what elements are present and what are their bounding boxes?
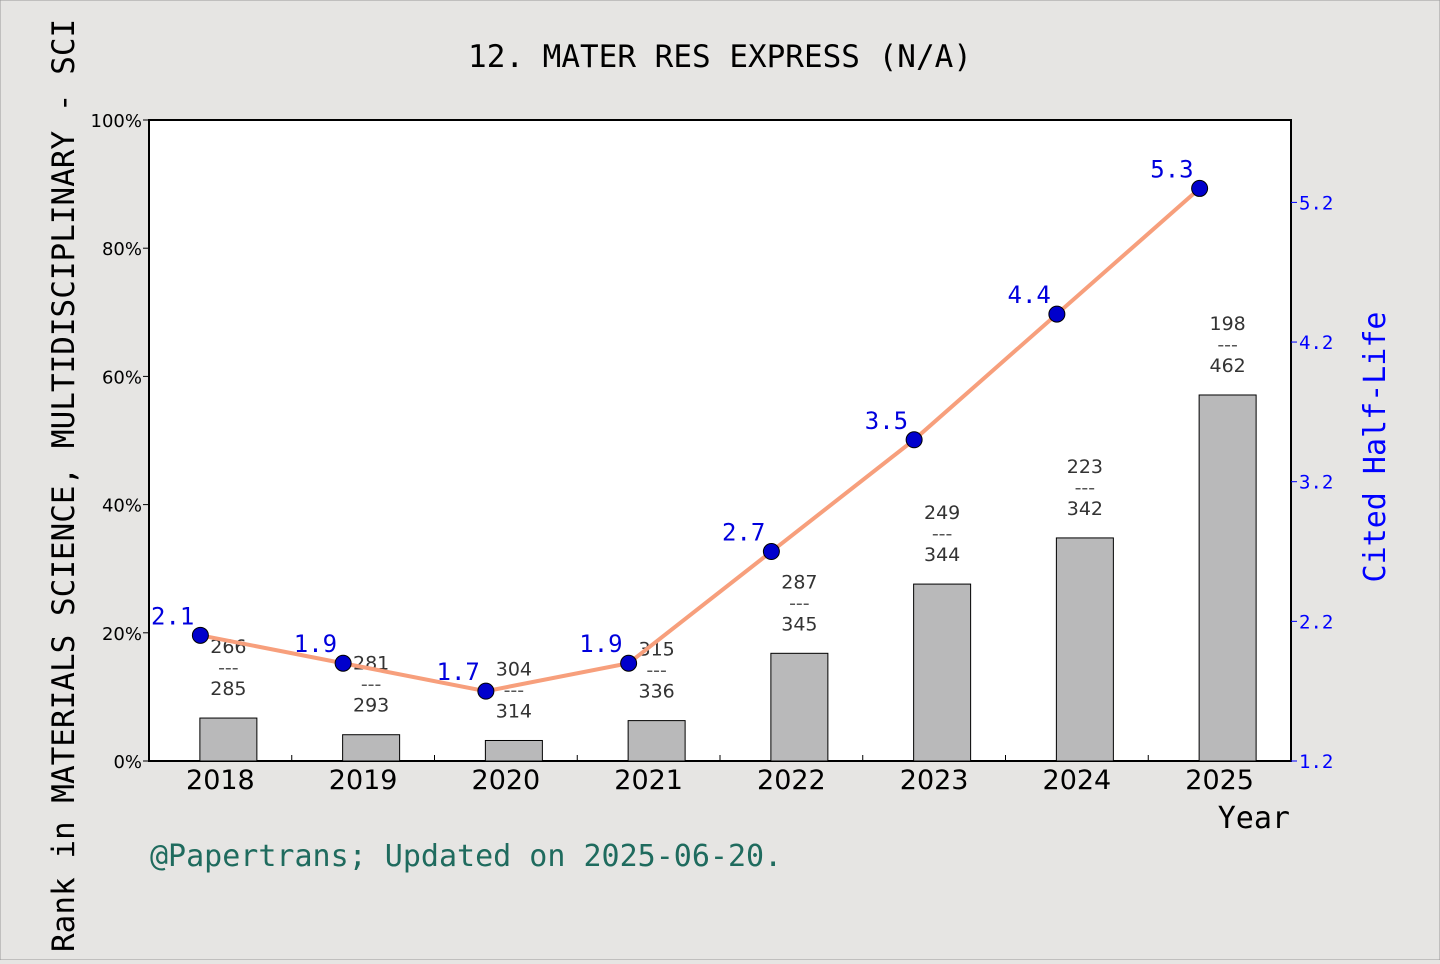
- total-label: 344: [924, 544, 960, 566]
- x-tick-label: 2024: [1043, 765, 1112, 796]
- rank-divider: ---: [646, 660, 667, 682]
- total-label: 314: [496, 700, 532, 722]
- half-life-line: [199, 186, 1201, 694]
- bar-2019: [342, 734, 401, 762]
- half-life-label: 1.9: [294, 630, 337, 658]
- rank-divider: ---: [1217, 334, 1238, 356]
- right-tick-label: 3.2: [1299, 472, 1333, 494]
- bar-2020: [484, 739, 543, 762]
- rank-divider: ---: [361, 674, 382, 696]
- half-life-point-2023: [905, 431, 923, 449]
- x-tick-label: 2025: [1185, 765, 1254, 796]
- left-tick-label: 80%: [102, 239, 142, 260]
- half-life-label: 1.9: [579, 630, 622, 658]
- half-life-label: 3.5: [865, 407, 908, 435]
- right-tick-label: 4.2: [1299, 332, 1333, 354]
- rank-label: 287: [781, 571, 817, 593]
- left-tick-label: 20%: [102, 624, 142, 645]
- half-life-point-2020: [477, 682, 495, 700]
- rank-label: 315: [638, 639, 674, 661]
- right-tick-label: 1.2: [1299, 751, 1333, 773]
- rank-divider: ---: [932, 523, 953, 545]
- total-label: 285: [210, 678, 246, 700]
- half-life-point-2022: [762, 543, 780, 561]
- x-tick-label: 2022: [757, 765, 826, 796]
- half-life-point-2018: [191, 626, 209, 644]
- half-life-label: 4.4: [1008, 281, 1051, 309]
- rank-label: 249: [924, 502, 960, 524]
- rank-divider: ---: [789, 592, 810, 614]
- left-tick-label: 100%: [91, 111, 142, 132]
- bar-2023: [913, 583, 972, 762]
- x-tick-label: 2020: [472, 765, 541, 796]
- half-life-label: 2.1: [151, 602, 194, 630]
- bar-2021: [627, 720, 686, 762]
- right-tick-label: 5.2: [1299, 192, 1333, 214]
- right-axis-label: Cited Half-Life: [1358, 312, 1393, 583]
- footer-note: @Papertrans; Updated on 2025-06-20.: [150, 839, 782, 874]
- half-life-point-2025: [1191, 179, 1209, 197]
- bar-2024: [1055, 537, 1114, 762]
- half-life-label: 2.7: [722, 519, 765, 547]
- chart-title: 12. MATER RES EXPRESS (N/A): [468, 39, 972, 75]
- half-life-point-2021: [620, 654, 638, 672]
- rank-divider: ---: [1075, 477, 1096, 499]
- bar-2018: [199, 717, 258, 762]
- total-label: 462: [1209, 355, 1245, 377]
- total-label: 345: [781, 613, 817, 635]
- rank-label: 198: [1209, 313, 1245, 335]
- x-tick-label: 2019: [329, 765, 398, 796]
- half-life-label: 1.7: [437, 658, 480, 686]
- bar-2022: [770, 652, 829, 762]
- rank-label: 223: [1067, 456, 1103, 478]
- half-life-point-2024: [1048, 305, 1066, 323]
- x-tick-label: 2023: [900, 765, 969, 796]
- left-tick-label: 60%: [102, 367, 142, 388]
- right-tick-label: 2.2: [1299, 611, 1333, 633]
- total-label: 336: [638, 681, 674, 703]
- total-label: 293: [353, 695, 389, 717]
- rank-divider: ---: [218, 657, 239, 679]
- bar-2025: [1198, 394, 1257, 762]
- x-axis-label: Year: [1218, 801, 1290, 836]
- left-axis-label: Rank in MATERIALS SCIENCE, MULTIDISCIPLI…: [46, 19, 82, 952]
- x-tick-label: 2018: [186, 765, 255, 796]
- half-life-label: 5.3: [1150, 155, 1193, 183]
- left-tick-label: 40%: [102, 496, 142, 517]
- rank-label: 304: [496, 658, 532, 680]
- half-life-point-2019: [334, 654, 352, 672]
- left-tick-label: 0%: [113, 752, 142, 773]
- plot-area: [148, 119, 1292, 762]
- x-tick-label: 2021: [614, 765, 683, 796]
- total-label: 342: [1067, 498, 1103, 520]
